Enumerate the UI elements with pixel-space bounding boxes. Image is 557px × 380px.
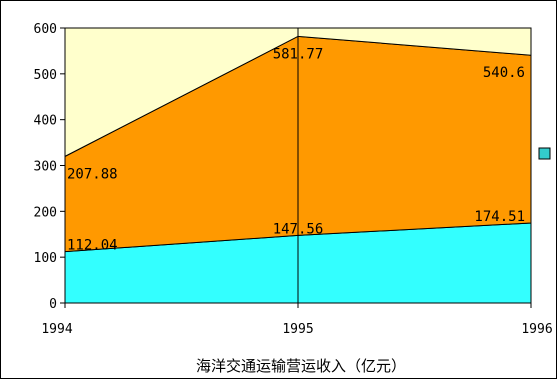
data-label: 147.56	[273, 221, 324, 237]
legend-swatch	[538, 147, 551, 160]
data-label: 581.77	[273, 46, 324, 62]
data-label: 174.51	[474, 209, 525, 225]
x-axis-title: 海洋交通运输营运收入（亿元）	[196, 357, 406, 375]
y-tick-label: 100	[34, 251, 57, 266]
data-label: 112.04	[67, 238, 118, 254]
y-tick-label: 600	[34, 22, 57, 37]
label-layer: 112.04 147.56 174.51 207.88 581.77 540.6	[67, 46, 525, 253]
y-tick-label: 200	[34, 205, 57, 220]
y-tick-label: 500	[34, 68, 57, 83]
legend-layer	[538, 147, 551, 160]
data-label: 540.6	[483, 65, 525, 81]
y-tick-label: 0	[49, 297, 57, 312]
data-label: 207.88	[67, 166, 118, 182]
x-tick-label: 1996	[521, 322, 552, 337]
axes-layer: 0 100 200 300 400 500 600 1994 1995 1996	[34, 22, 553, 337]
y-tick-label: 300	[34, 160, 57, 175]
x-tick-label: 1995	[282, 322, 313, 337]
y-tick-label: 400	[34, 114, 57, 129]
x-tick-label: 1994	[41, 322, 72, 337]
